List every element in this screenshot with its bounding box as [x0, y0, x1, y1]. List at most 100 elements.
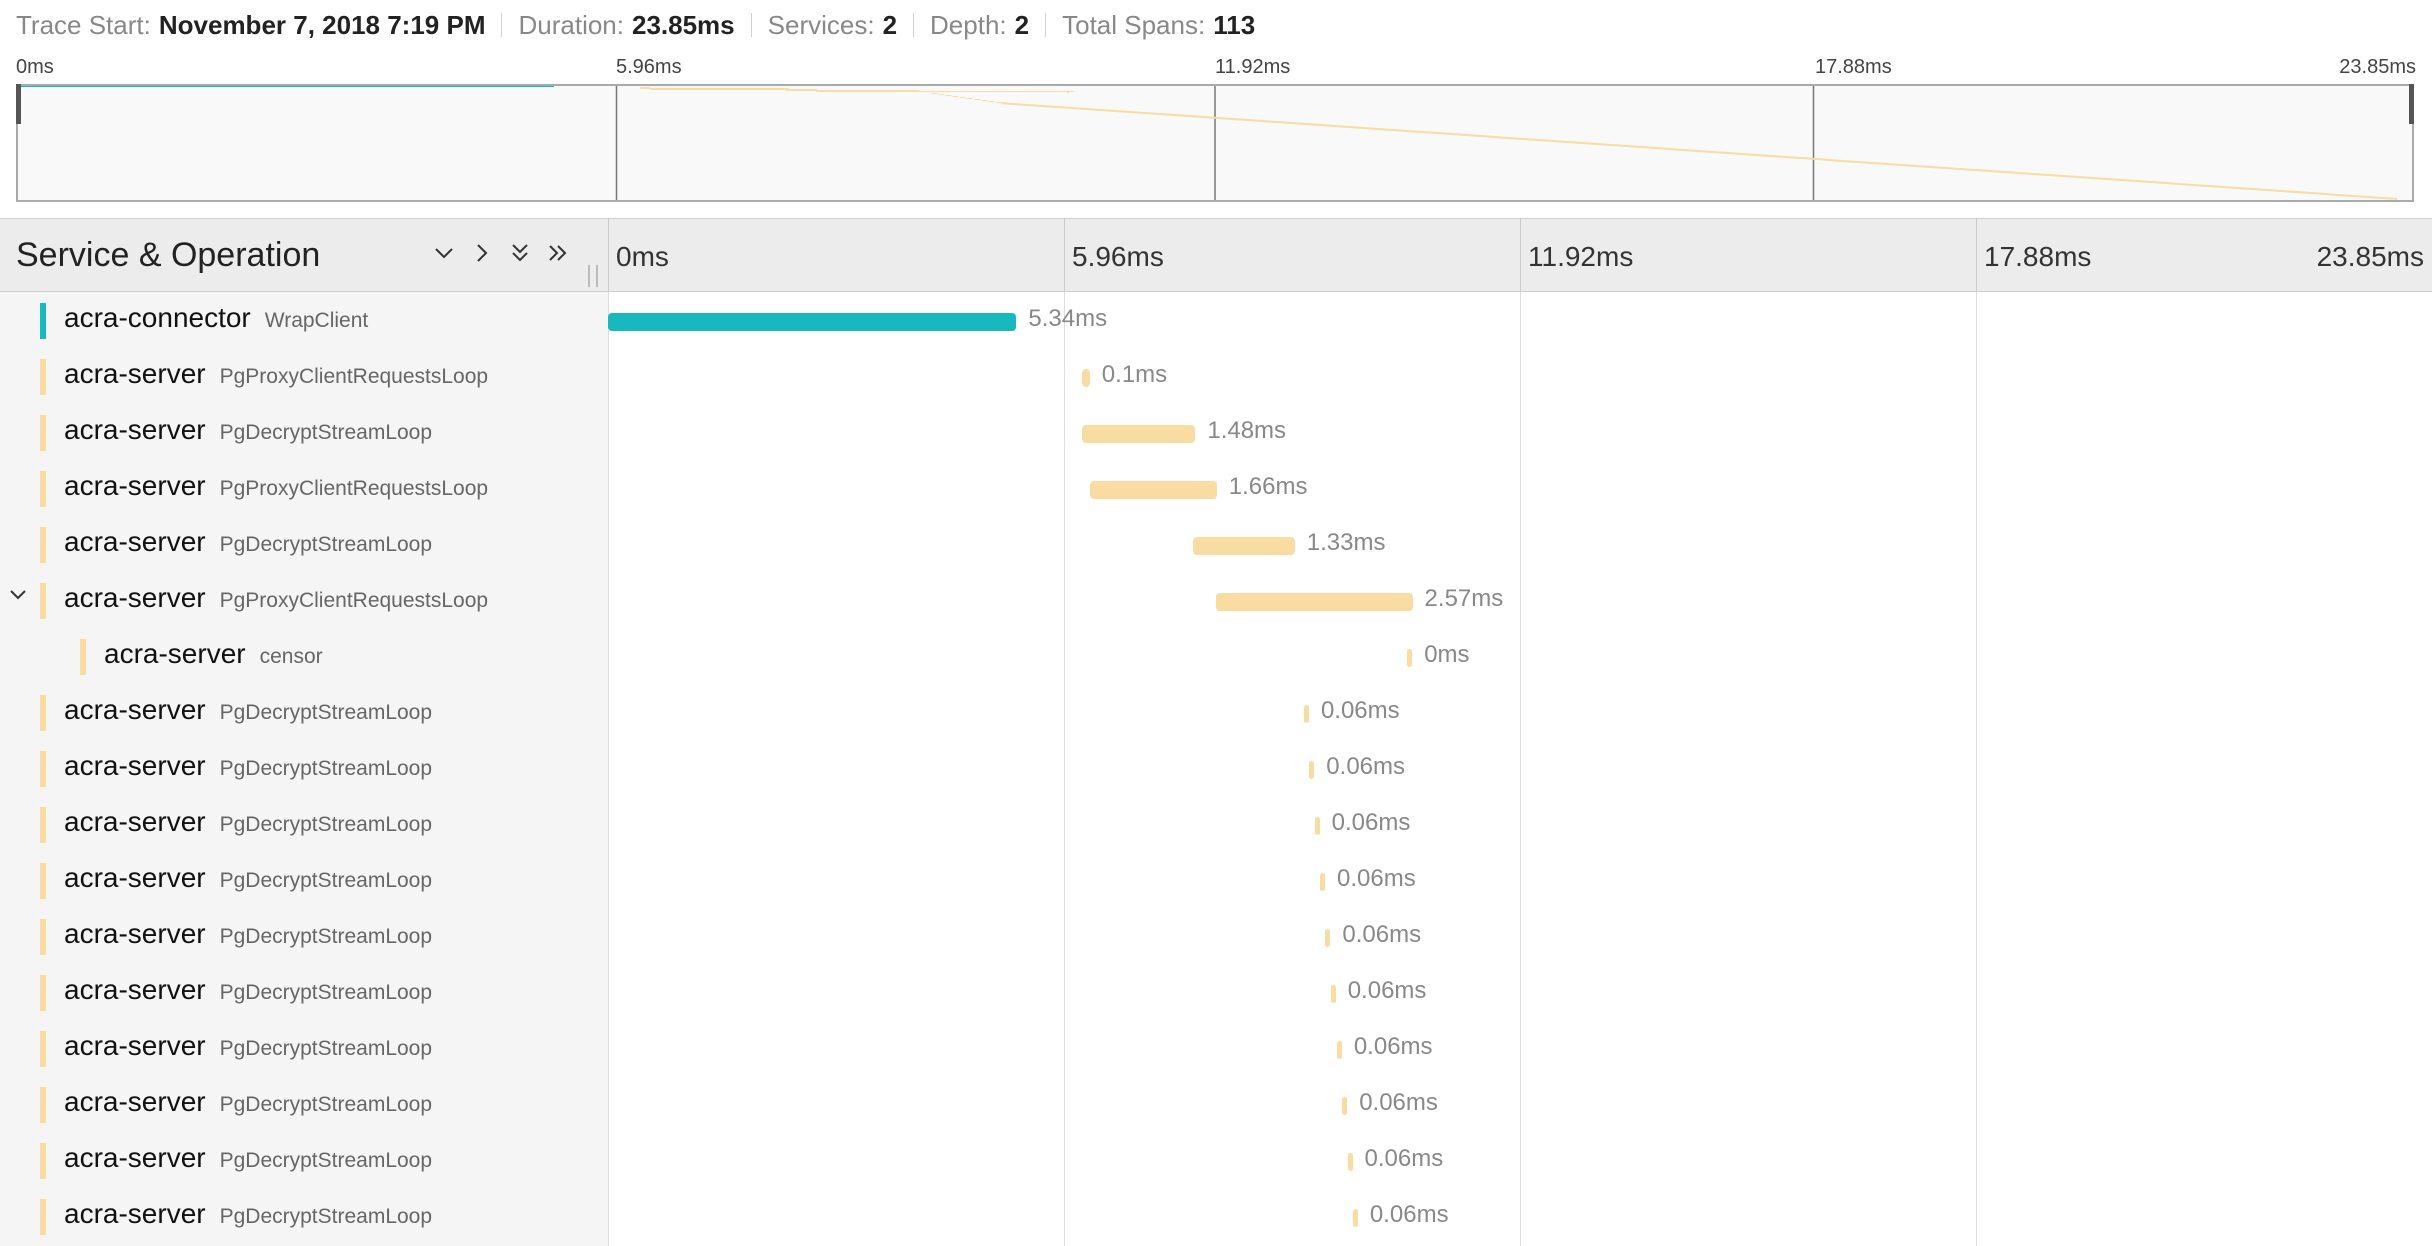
span-name[interactable]: acra-server PgDecryptStreamLoop: [64, 1086, 432, 1118]
expand-collapse-controls: [430, 233, 572, 273]
operation-name: PgProxyClientRequestsLoop: [219, 477, 489, 500]
span-bar[interactable]: [1309, 761, 1315, 779]
minimap-span: [18, 86, 555, 88]
span-name[interactable]: acra-server PgDecryptStreamLoop: [64, 750, 432, 782]
span-name[interactable]: acra-connector WrapClient: [64, 302, 368, 334]
double-chevron-right-icon[interactable]: [544, 233, 572, 273]
span-row[interactable]: acra-connector WrapClient 5.34ms: [0, 292, 2432, 348]
span-name[interactable]: acra-server PgDecryptStreamLoop: [64, 806, 432, 838]
minimap-left-handle[interactable]: [16, 84, 21, 124]
span-row[interactable]: acra-server PgDecryptStreamLoop 0.06ms: [0, 1076, 2432, 1132]
timeline-tick: 23.85ms: [2316, 241, 2424, 272]
span-duration-label: 0.06ms: [1326, 753, 1405, 780]
span-duration-label: 0.06ms: [1364, 1145, 1444, 1172]
service-name: acra-server: [64, 1142, 206, 1173]
span-bar[interactable]: [1407, 649, 1413, 667]
minimap-ticks: 0ms 5.96ms 11.92ms 17.88ms 23.85ms: [0, 54, 2432, 84]
service-name: acra-server: [64, 918, 206, 949]
span-bar[interactable]: [1314, 817, 1320, 835]
span-duration-label: 5.34ms: [1028, 305, 1108, 332]
grid-line: [1064, 292, 1065, 1246]
service-name: acra-server: [64, 470, 206, 501]
span-name[interactable]: acra-server PgDecryptStreamLoop: [64, 918, 432, 950]
service-name: acra-server: [64, 694, 206, 725]
total-spans-value: 113: [1213, 9, 1256, 40]
span-name[interactable]: acra-server PgDecryptStreamLoop: [64, 526, 432, 558]
duration-label: Duration:: [518, 9, 624, 40]
minimap-tick: 23.85ms: [2339, 56, 2416, 78]
span-row[interactable]: acra-server PgDecryptStreamLoop 0.06ms: [0, 684, 2432, 740]
span-bar[interactable]: [1082, 369, 1090, 387]
span-row[interactable]: acra-server PgProxyClientRequestsLoop 2.57…: [0, 572, 2432, 628]
operation-name: PgDecryptStreamLoop: [219, 1093, 433, 1116]
span-bar[interactable]: [1089, 481, 1217, 499]
chevron-down-icon[interactable]: [8, 584, 28, 610]
span-row[interactable]: acra-server PgDecryptStreamLoop 1.48ms: [0, 404, 2432, 460]
span-bar[interactable]: [1082, 425, 1196, 443]
timeline-tick: 11.92ms: [1528, 241, 1634, 272]
trace-depth: Depth: 2: [930, 10, 1029, 41]
span-name[interactable]: acra-server censor: [104, 638, 323, 670]
minimap-span: [966, 98, 973, 100]
span-row[interactable]: acra-server PgProxyClientRequestsLoop 0.1m…: [0, 348, 2432, 404]
operation-name: PgDecryptStreamLoop: [219, 1205, 433, 1228]
span-name[interactable]: acra-server PgDecryptStreamLoop: [64, 974, 432, 1006]
span-bar[interactable]: [1336, 1041, 1342, 1059]
span-bar[interactable]: [1330, 985, 1336, 1003]
span-name[interactable]: acra-server PgDecryptStreamLoop: [64, 1142, 432, 1174]
trace-start-value: November 7, 2018 7:19 PM: [158, 9, 486, 40]
service-name: acra-connector: [64, 302, 251, 333]
span-row[interactable]: acra-server PgDecryptStreamLoop 0.06ms: [0, 796, 2432, 852]
span-name[interactable]: acra-server PgDecryptStreamLoop: [64, 862, 432, 894]
trace-minimap[interactable]: [16, 84, 2414, 202]
double-chevron-down-icon[interactable]: [506, 233, 534, 273]
service-color-marker: [40, 863, 46, 899]
service-color-marker: [40, 1031, 46, 1067]
span-bar[interactable]: [1320, 873, 1325, 891]
header-divider: [750, 13, 752, 37]
span-name[interactable]: acra-server PgDecryptStreamLoop: [64, 1198, 432, 1230]
service-name: acra-server: [64, 1198, 206, 1229]
service-name: acra-server: [64, 862, 206, 893]
operation-name: WrapClient: [264, 309, 369, 332]
timeline-header: Service & Operation 0ms 5.96ms 11.92ms 1…: [0, 218, 2432, 292]
trace-start: Trace Start: November 7, 2018 7:19 PM: [16, 10, 485, 41]
span-name[interactable]: acra-server PgProxyClientRequestsLoop: [64, 582, 488, 614]
service-operation-title: Service & Operation: [16, 235, 321, 274]
span-row[interactable]: acra-server PgDecryptStreamLoop 0.06ms: [0, 908, 2432, 964]
span-name[interactable]: acra-server PgDecryptStreamLoop: [64, 1030, 432, 1062]
span-row[interactable]: acra-server PgDecryptStreamLoop 0.06ms: [0, 1132, 2432, 1188]
service-name: acra-server: [64, 1030, 206, 1061]
span-row[interactable]: acra-server PgDecryptStreamLoop 0.06ms: [0, 1020, 2432, 1076]
span-row[interactable]: acra-server PgDecryptStreamLoop 0.06ms: [0, 852, 2432, 908]
span-name[interactable]: acra-server PgProxyClientRequestsLoop: [64, 470, 488, 502]
span-bar[interactable]: [1193, 537, 1295, 555]
span-name[interactable]: acra-server PgDecryptStreamLoop: [64, 414, 432, 446]
minimap-span: [650, 89, 818, 91]
chevron-down-icon[interactable]: [430, 233, 458, 273]
column-resizer[interactable]: [588, 265, 598, 287]
span-name[interactable]: acra-server PgProxyClientRequestsLoop: [64, 358, 488, 390]
service-color-marker: [40, 919, 46, 955]
span-bar[interactable]: [1352, 1209, 1358, 1227]
span-row[interactable]: acra-server PgDecryptStreamLoop 0.06ms: [0, 740, 2432, 796]
service-color-marker: [40, 1087, 46, 1123]
span-name[interactable]: acra-server PgDecryptStreamLoop: [64, 694, 432, 726]
span-bar[interactable]: [1216, 593, 1413, 611]
span-row[interactable]: acra-server PgDecryptStreamLoop 0.06ms: [0, 964, 2432, 1020]
total-spans-label: Total Spans:: [1062, 9, 1206, 40]
minimap-right-handle[interactable]: [2409, 84, 2414, 124]
span-row[interactable]: acra-server PgProxyClientRequestsLoop 1.66…: [0, 460, 2432, 516]
span-duration-label: 0.06ms: [1331, 809, 1411, 836]
tick-divider: [1976, 219, 1977, 291]
span-row[interactable]: acra-server PgDecryptStreamLoop 1.33ms: [0, 516, 2432, 572]
span-bar[interactable]: [1303, 705, 1309, 723]
minimap-span: [938, 94, 945, 96]
span-row[interactable]: acra-server PgDecryptStreamLoop 0.06ms: [0, 1188, 2432, 1244]
span-row[interactable]: acra-server censor 0ms: [0, 628, 2432, 684]
span-bar[interactable]: [1325, 929, 1331, 947]
span-bar[interactable]: [1347, 1153, 1353, 1171]
span-bar[interactable]: [608, 313, 1017, 331]
chevron-right-icon[interactable]: [468, 233, 496, 273]
span-bar[interactable]: [1342, 1097, 1348, 1115]
